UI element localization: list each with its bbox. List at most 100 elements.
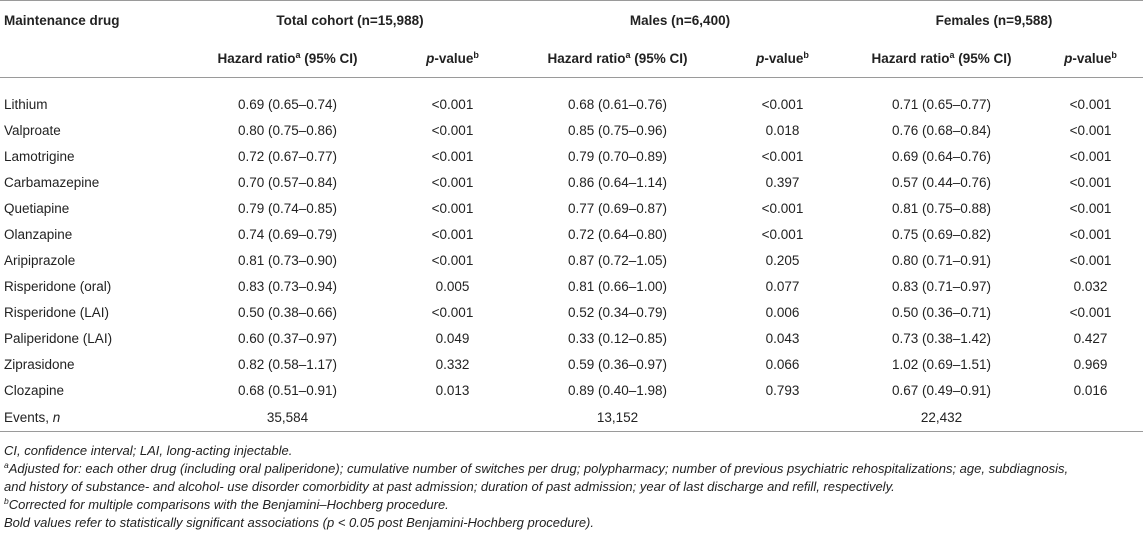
events-label: Events, n bbox=[0, 403, 185, 432]
p-value-cell: 0.018 bbox=[765, 122, 800, 138]
group-header-total: Total cohort (n=15,988) bbox=[185, 0, 515, 39]
hazard-ratio-cell: 0.83 (0.71–0.97) bbox=[891, 278, 992, 294]
hazard-ratio-cell: 0.80 (0.71–0.91) bbox=[891, 252, 992, 268]
p-value-cell: 0.205 bbox=[765, 252, 800, 268]
table-row: Risperidone (oral) 0.83 (0.73–0.94) 0.005 0… bbox=[0, 273, 1143, 299]
p-value-cell: <0.001 bbox=[1069, 122, 1112, 138]
p-value-cell: 0.969 bbox=[1073, 356, 1108, 372]
events-males: 13,152 bbox=[515, 403, 720, 432]
hazard-ratio-cell: 0.50 (0.38–0.66) bbox=[237, 304, 338, 320]
p-value-cell: 0.013 bbox=[435, 382, 470, 398]
hazard-ratio-header-females: Hazard ratioa (95% CI) bbox=[845, 39, 1038, 78]
hazard-ratio-cell: 0.68 (0.61–0.76) bbox=[567, 96, 668, 112]
drug-name: Paliperidone (LAI) bbox=[4, 330, 113, 346]
hazard-ratio-cell: 0.89 (0.40–1.98) bbox=[567, 382, 668, 398]
p-value-cell: 0.016 bbox=[1073, 382, 1108, 398]
drug-name: Risperidone (oral) bbox=[4, 278, 112, 294]
p-value-header-females: p-valueb bbox=[1038, 39, 1143, 78]
confidence-interval-label: (95% CI) bbox=[630, 50, 688, 66]
hazard-ratio-header-males: Hazard ratioa (95% CI) bbox=[515, 39, 720, 78]
drug-name: Carbamazepine bbox=[4, 174, 100, 190]
hazard-ratio-cell: 0.71 (0.65–0.77) bbox=[891, 96, 992, 112]
hazard-ratio-cell: 0.69 (0.65–0.74) bbox=[237, 96, 338, 112]
table-row: Valproate 0.80 (0.75–0.86) <0.001 0.85 (0.7… bbox=[0, 117, 1143, 143]
hazard-ratio-cell: 0.68 (0.51–0.91) bbox=[237, 382, 338, 398]
hazard-ratio-cell: 0.80 (0.75–0.86) bbox=[237, 122, 338, 138]
hazard-ratio-cell: 0.85 (0.75–0.96) bbox=[567, 122, 668, 138]
events-total: 35,584 bbox=[185, 403, 390, 432]
p-value-cell: <0.001 bbox=[431, 200, 474, 216]
table-row: Lithium 0.69 (0.65–0.74) <0.001 0.68 (0.61–… bbox=[0, 91, 1143, 117]
footnote-abbreviations: CI, confidence interval; LAI, long-actin… bbox=[4, 443, 293, 458]
p-value-label: -value bbox=[1072, 50, 1112, 66]
hazard-ratio-cell: 0.82 (0.58–1.17) bbox=[237, 356, 338, 372]
p-value-cell: 0.077 bbox=[765, 278, 800, 294]
p-value-label-italic: p bbox=[756, 50, 765, 66]
p-value-cell: <0.001 bbox=[761, 96, 804, 112]
drug-name: Quetiapine bbox=[4, 200, 70, 216]
p-value-cell: <0.001 bbox=[761, 200, 804, 216]
hazard-ratio-cell: 0.69 (0.64–0.76) bbox=[891, 148, 992, 164]
p-value-cell: <0.001 bbox=[1069, 96, 1112, 112]
hazard-ratio-cell: 0.57 (0.44–0.76) bbox=[891, 174, 992, 190]
events-females: 22,432 bbox=[845, 403, 1038, 432]
drug-name: Ziprasidone bbox=[4, 356, 75, 372]
table-row: Lamotrigine 0.72 (0.67–0.77) <0.001 0.79 (0… bbox=[0, 143, 1143, 169]
hazard-ratio-label: Hazard ratio bbox=[871, 50, 950, 66]
p-value-label-italic: p bbox=[426, 50, 435, 66]
events-empty-cell bbox=[390, 403, 515, 432]
p-value-cell: <0.001 bbox=[1069, 174, 1112, 190]
hazard-ratio-cell: 0.73 (0.38–1.42) bbox=[891, 330, 992, 346]
table-footnotes: CI, confidence interval; LAI, long-actin… bbox=[4, 442, 1139, 532]
footnote-a-line1: Adjusted for: each other drug (including… bbox=[8, 461, 1069, 476]
footnote-b-text: Corrected for multiple comparisons with … bbox=[8, 497, 449, 512]
p-value-header-total: p-valueb bbox=[390, 39, 515, 78]
drug-column-header: Maintenance drug bbox=[0, 0, 185, 39]
p-value-footnote-marker: b bbox=[1111, 49, 1117, 60]
hazard-ratio-cell: 0.81 (0.66–1.00) bbox=[567, 278, 668, 294]
hazard-ratio-cell: 0.87 (0.72–1.05) bbox=[567, 252, 668, 268]
footnote-a-continued: and history of substance- and alcohol- u… bbox=[4, 479, 895, 494]
hazard-ratio-cell: 0.79 (0.70–0.89) bbox=[567, 148, 668, 164]
p-value-label: -value bbox=[764, 50, 804, 66]
events-row: Events, n 35,584 13,152 22,432 bbox=[0, 403, 1143, 432]
hazard-ratio-cell: 0.33 (0.12–0.85) bbox=[567, 330, 668, 346]
hazard-ratio-cell: 0.77 (0.69–0.87) bbox=[567, 200, 668, 216]
hazard-ratio-cell: 0.72 (0.67–0.77) bbox=[237, 148, 338, 164]
p-value-cell: 0.043 bbox=[765, 330, 800, 346]
p-value-cell: 0.793 bbox=[765, 382, 800, 398]
hazard-ratio-cell: 0.59 (0.36–0.97) bbox=[567, 356, 668, 372]
events-empty-cell bbox=[1038, 403, 1143, 432]
footnote-bold-values: Bold values refer to statistically signi… bbox=[4, 515, 594, 530]
hazard-ratio-cell: 0.70 (0.57–0.84) bbox=[237, 174, 338, 190]
drug-name: Valproate bbox=[4, 122, 61, 138]
hazard-ratio-cell: 0.67 (0.49–0.91) bbox=[891, 382, 992, 398]
hazard-ratio-cell: 0.76 (0.68–0.84) bbox=[891, 122, 992, 138]
hazard-ratio-cell: 0.81 (0.73–0.90) bbox=[237, 252, 338, 268]
hazard-ratio-label: Hazard ratio bbox=[217, 50, 296, 66]
hazard-ratio-cell: 0.50 (0.36–0.71) bbox=[891, 304, 992, 320]
footnote-a: aAdjusted for: each other drug (includin… bbox=[4, 460, 1139, 478]
p-value-cell: 0.066 bbox=[765, 356, 800, 372]
events-empty-cell bbox=[720, 403, 845, 432]
hazard-ratio-label: Hazard ratio bbox=[547, 50, 626, 66]
p-value-cell: <0.001 bbox=[431, 304, 474, 320]
hazard-ratio-cell: 0.60 (0.37–0.97) bbox=[237, 330, 338, 346]
p-value-footnote-marker: b bbox=[803, 49, 809, 60]
table-row: Clozapine 0.68 (0.51–0.91) 0.013 0.89 (0.40… bbox=[0, 377, 1143, 403]
subheader-row: Hazard ratioa (95% CI) p-valueb Hazard rat… bbox=[0, 39, 1143, 78]
p-value-cell: 0.332 bbox=[435, 356, 470, 372]
confidence-interval-label: (95% CI) bbox=[954, 50, 1012, 66]
p-value-label-italic: p bbox=[1064, 50, 1073, 66]
confidence-interval-label: (95% CI) bbox=[300, 50, 358, 66]
group-header-females: Females (n=9,588) bbox=[845, 0, 1143, 39]
hazard-ratio-cell: 0.52 (0.34–0.79) bbox=[567, 304, 668, 320]
hazard-ratio-footnote-marker: a bbox=[295, 49, 301, 60]
p-value-cell: <0.001 bbox=[1069, 148, 1112, 164]
drug-name: Olanzapine bbox=[4, 226, 73, 242]
hazard-ratio-footnote-marker: a bbox=[949, 49, 955, 60]
hazard-ratio-cell: 0.74 (0.69–0.79) bbox=[237, 226, 338, 242]
table-row: Risperidone (LAI) 0.50 (0.38–0.66) <0.001 0… bbox=[0, 299, 1143, 325]
hazard-ratio-header-total: Hazard ratioa (95% CI) bbox=[185, 39, 390, 78]
